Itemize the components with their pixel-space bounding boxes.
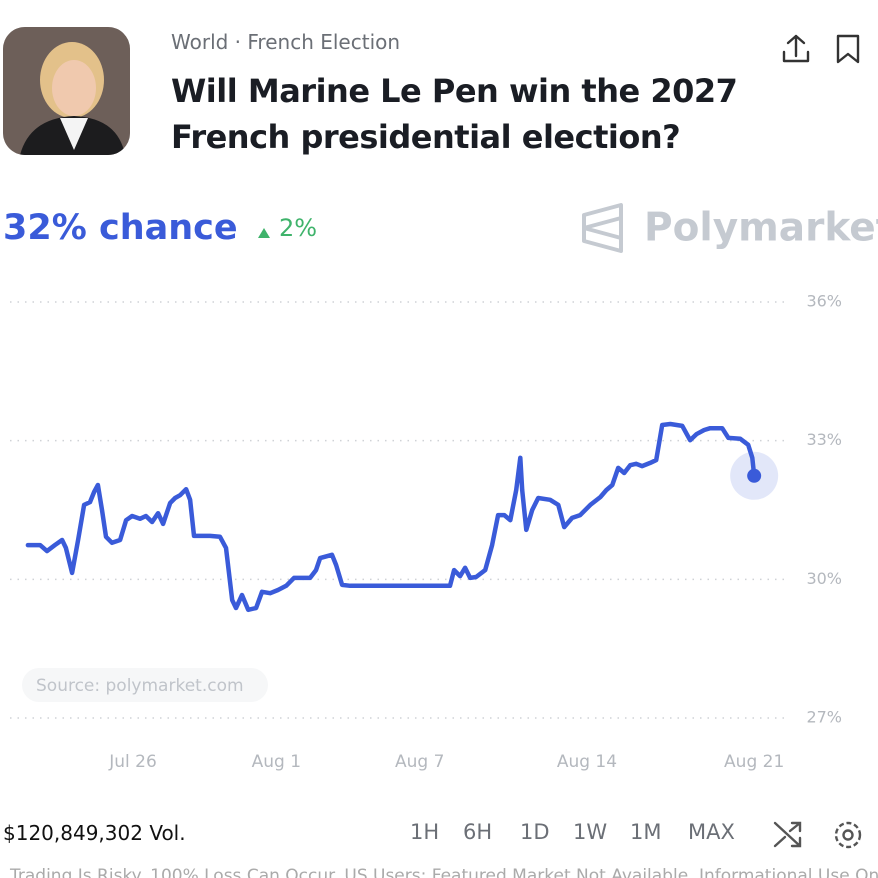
range-button[interactable]: 1D bbox=[520, 820, 550, 844]
x-tick-label: Aug 14 bbox=[557, 752, 617, 772]
y-tick-label: 36% bbox=[806, 292, 842, 311]
shuffle-icon[interactable] bbox=[773, 821, 802, 848]
x-tick-label: Jul 26 bbox=[108, 752, 157, 772]
y-tick-label: 27% bbox=[806, 708, 842, 727]
avatar bbox=[3, 27, 130, 155]
up-arrow bbox=[258, 228, 270, 238]
brand-logo bbox=[582, 203, 623, 253]
chance: 32% chance bbox=[3, 208, 238, 248]
x-tick-label: Aug 1 bbox=[252, 752, 301, 772]
bookmark-icon[interactable] bbox=[836, 34, 860, 64]
last-point bbox=[747, 468, 762, 483]
range-button[interactable]: 6H bbox=[463, 820, 493, 844]
x-tick-label: Aug 21 bbox=[724, 752, 784, 772]
range-button[interactable]: MAX bbox=[688, 820, 735, 844]
category: World · French Election bbox=[171, 30, 401, 54]
range-button[interactable]: 1M bbox=[630, 820, 662, 844]
settings-icon[interactable] bbox=[834, 821, 862, 849]
market-title: Will Marine Le Pen win the 2027 French p… bbox=[171, 72, 738, 156]
source-pill bbox=[22, 668, 268, 702]
y-tick-label: 33% bbox=[806, 430, 842, 449]
brand: Polymarket bbox=[644, 206, 878, 251]
y-tick-label: 30% bbox=[806, 569, 842, 588]
change: 2% bbox=[279, 214, 318, 242]
volume: $120,849,302 Vol. bbox=[3, 821, 186, 845]
share-icon[interactable] bbox=[782, 34, 810, 63]
price-line bbox=[25, 421, 757, 613]
disclaimer: Trading Is Risky. 100% Loss Can Occur. U… bbox=[10, 866, 878, 878]
range-button[interactable]: 1H bbox=[410, 820, 440, 844]
source: Source: polymarket.com bbox=[36, 676, 244, 696]
x-tick-label: Aug 7 bbox=[395, 752, 444, 772]
range-button[interactable]: 1W bbox=[573, 820, 608, 844]
